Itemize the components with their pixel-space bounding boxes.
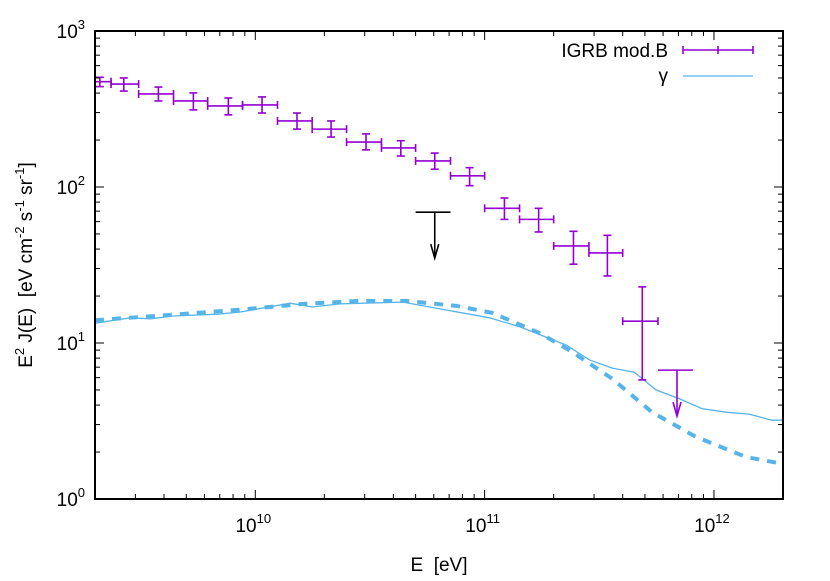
data-point [206,97,244,116]
legend-label-gamma: γ [659,66,669,87]
data-point [276,112,313,130]
gamma-curve [95,301,783,421]
upper-limit [657,369,693,420]
data-point [414,152,452,171]
arrow-down-icon [672,401,682,420]
x-tick-label: 1010 [235,511,271,537]
y-tick-label: 100 [57,485,85,511]
legend: IGRB mod.B γ [561,41,754,87]
data-point [483,197,521,221]
legend-errorbar [682,46,754,54]
data-point [172,92,209,111]
x-axis-label: E [eV] [410,555,467,576]
x-tick-label: 1012 [694,511,730,537]
y-tick-label: 102 [57,173,85,199]
data-point [311,120,348,138]
arrow-down-icon [429,243,440,262]
legend-marker-igrb [682,46,754,54]
y-tick-label: 103 [57,17,85,43]
plot-frame [94,30,784,500]
data-point [518,207,555,233]
y-axis-label: E2 J(E) [eV cm-2 s-1 sr-1] [12,162,37,368]
data-point [449,166,486,187]
dashed-curve [95,299,783,466]
data-point [95,76,112,88]
data-point [137,86,175,102]
data-point [110,77,140,92]
data-point [588,234,624,277]
legend-label-igrb: IGRB mod.B [561,41,668,62]
x-tick-label: 1011 [465,511,500,537]
data-point [552,230,590,265]
data-point [241,96,279,114]
data-point [621,286,659,381]
upper-limit [415,211,451,262]
data-point [380,139,417,157]
data-point [345,133,383,151]
y-tick-label: 101 [57,329,85,355]
